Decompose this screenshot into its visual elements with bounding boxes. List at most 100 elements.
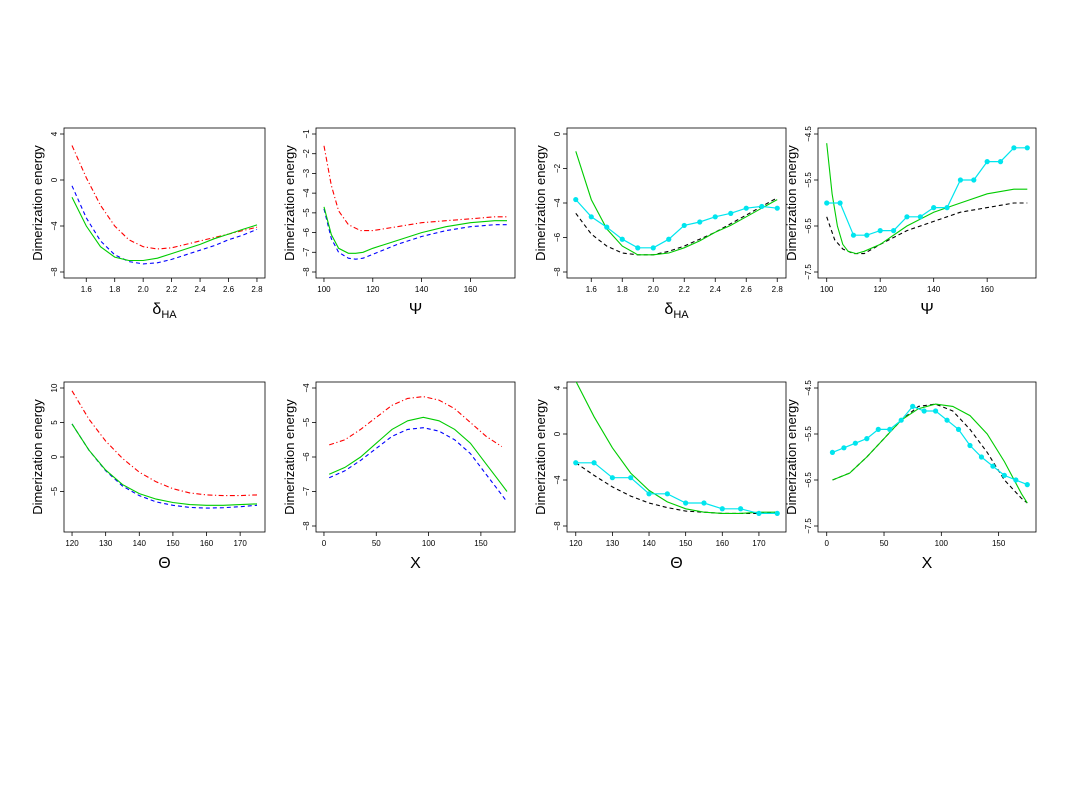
data-point xyxy=(978,454,985,460)
data-point xyxy=(931,205,937,211)
series-line-2 xyxy=(832,403,1028,504)
x-tick-label: 2.8 xyxy=(772,285,784,294)
series-line-3 xyxy=(832,405,1028,486)
y-tick-label: −5 xyxy=(50,486,59,496)
y-axis-label: Dimerization energy xyxy=(784,145,799,261)
data-point xyxy=(984,159,990,165)
series-line-3 xyxy=(71,423,258,506)
x-tick-label: 140 xyxy=(133,539,147,548)
data-point xyxy=(712,214,718,220)
data-point xyxy=(1011,145,1017,151)
x-axis-label: Ψ xyxy=(920,301,933,318)
x-axis-symbol: X xyxy=(410,555,421,572)
y-tick-label: −4 xyxy=(50,221,59,231)
data-point xyxy=(774,510,780,516)
x-tick-label: 170 xyxy=(233,539,247,548)
y-tick-label: 10 xyxy=(50,383,59,392)
data-point xyxy=(573,196,579,203)
y-tick-label: −4 xyxy=(302,383,311,393)
data-point xyxy=(628,475,634,481)
data-point xyxy=(650,245,656,251)
data-point xyxy=(852,440,858,446)
x-tick-label: 50 xyxy=(372,539,381,548)
series-line-2 xyxy=(323,208,507,260)
x-tick-label: 150 xyxy=(992,539,1006,548)
series-line-1 xyxy=(575,197,778,256)
series-line-2 xyxy=(575,382,778,514)
y-axis-label: Dimerization energy xyxy=(282,399,297,515)
y-tick-label: −4 xyxy=(553,475,562,485)
data-point xyxy=(864,436,870,442)
x-tick-label: 160 xyxy=(464,285,478,294)
data-point xyxy=(824,200,830,206)
x-tick-label: 120 xyxy=(366,285,380,294)
data-point xyxy=(837,200,843,206)
data-point xyxy=(875,426,881,432)
x-tick-label: 1.8 xyxy=(109,285,121,294)
series-line-2 xyxy=(826,143,1028,255)
x-tick-label: 2.4 xyxy=(710,285,722,294)
series-line-1 xyxy=(323,145,507,232)
y-tick-label: −6 xyxy=(553,232,562,242)
x-axis-label: δHA xyxy=(152,301,177,321)
data-point xyxy=(904,214,910,220)
panel-7: 120 130 140 150 160 170 −8 −4 0 4 Dimerization ene… xyxy=(533,381,787,572)
plot-frame xyxy=(566,127,787,279)
x-axis-symbol: X xyxy=(922,555,933,572)
x-tick-label: 170 xyxy=(752,539,766,548)
x-tick-label: 150 xyxy=(679,539,693,548)
x-tick-label: 130 xyxy=(99,539,113,548)
data-point xyxy=(743,205,749,211)
y-tick-label: 0 xyxy=(50,177,59,182)
data-point xyxy=(921,408,927,414)
data-point xyxy=(957,177,964,183)
x-tick-label: 50 xyxy=(880,539,889,548)
y-tick-label: −5.5 xyxy=(804,172,813,188)
data-point xyxy=(701,500,707,506)
data-point xyxy=(887,426,893,432)
series-line-3 xyxy=(323,206,507,254)
x-tick-label: 150 xyxy=(166,539,180,548)
x-tick-label: 2.2 xyxy=(679,285,691,294)
data-point xyxy=(609,475,615,481)
y-tick-label: 0 xyxy=(553,431,562,436)
plot-frame xyxy=(817,127,1037,279)
series-line-1 xyxy=(575,462,778,514)
x-axis-symbol: Ψ xyxy=(920,301,933,318)
y-tick-label: 0 xyxy=(553,131,562,136)
data-point xyxy=(604,224,610,230)
data-point xyxy=(774,205,780,211)
x-axis-label: Θ xyxy=(158,555,170,572)
data-point xyxy=(1024,145,1030,151)
data-point xyxy=(850,232,857,238)
y-tick-label: −8 xyxy=(553,521,562,531)
series-line-3 xyxy=(826,147,1028,236)
y-tick-label: −8 xyxy=(553,267,562,277)
series-line-3 xyxy=(328,416,508,492)
x-tick-label: 120 xyxy=(569,539,583,548)
data-point xyxy=(990,463,996,469)
y-tick-label: −4.5 xyxy=(804,380,813,396)
x-tick-label: 160 xyxy=(716,539,730,548)
series-line-1 xyxy=(826,202,1028,255)
plot-area xyxy=(71,145,258,265)
series-line-1 xyxy=(329,396,503,448)
y-tick-label: −4 xyxy=(302,188,311,198)
data-point xyxy=(619,236,625,242)
x-tick-label: 120 xyxy=(65,539,79,548)
panel-6: 0 50 100 150 −8 −7 −6 −5 −4 Dimerization energy X xyxy=(282,381,516,572)
x-axis-symbol: Ψ xyxy=(409,301,422,318)
data-point xyxy=(997,159,1004,165)
x-tick-label: 150 xyxy=(474,539,488,548)
x-tick-label: 120 xyxy=(874,285,888,294)
y-tick-label: −6 xyxy=(302,452,311,462)
data-point xyxy=(646,491,652,497)
y-tick-label: −6.5 xyxy=(804,218,813,234)
y-tick-label: −7 xyxy=(302,247,311,257)
x-tick-label: 1.6 xyxy=(81,285,93,294)
y-axis-label: Dimerization energy xyxy=(30,399,45,515)
x-tick-label: 100 xyxy=(317,285,331,294)
x-tick-label: 2.8 xyxy=(251,285,263,294)
y-tick-label: −8 xyxy=(50,267,59,277)
y-tick-label: −5 xyxy=(302,417,311,427)
